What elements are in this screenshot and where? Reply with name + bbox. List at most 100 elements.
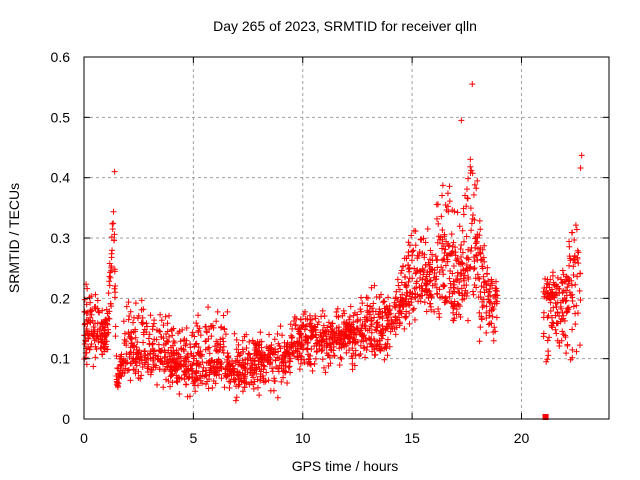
data-point [127,308,134,315]
data-point [448,250,455,257]
data-point [254,384,261,391]
data-point [348,353,355,360]
data-point [169,370,176,377]
data-point [128,360,135,367]
data-point [461,238,468,245]
data-point [463,282,470,289]
y-axis-ticks: 0 0.1 0.2 0.3 0.4 0.5 0.6 [51,49,609,427]
data-point [443,252,450,259]
data-point [478,313,485,320]
data-point [152,352,159,359]
data-point [570,271,577,278]
data-point [456,223,463,230]
data-point [362,354,369,361]
data-point [239,388,246,395]
data-point [358,308,365,315]
data-point [572,321,579,328]
data-point [362,335,369,342]
data-point [140,339,147,346]
data-point [233,336,240,343]
data-point [82,337,89,344]
data-point [208,333,215,340]
data-point [443,207,450,214]
data-point [552,300,559,307]
data-point [367,323,374,330]
data-point [187,350,194,357]
data-point [446,251,453,258]
data-point [191,382,198,389]
data-point [438,264,445,271]
data-point [566,243,573,250]
data-point [95,308,102,315]
data-point [304,345,311,352]
data-point [149,326,156,333]
data-point [383,345,390,352]
data-point [298,334,305,341]
data-point [136,355,143,362]
data-point [563,297,570,304]
data-point [343,319,350,326]
data-point [269,368,276,375]
data-point [114,365,121,372]
data-point [439,227,446,234]
data-point [332,332,339,339]
data-point [341,343,348,350]
data-point [395,282,402,289]
data-point [354,338,361,345]
data-point [249,362,256,369]
data-point [490,293,497,300]
data-point [282,349,289,356]
data-point [324,342,331,349]
data-point [319,307,326,314]
data-point [271,375,278,382]
data-point [480,302,487,309]
data-point [271,336,278,343]
data-point [392,331,399,338]
data-point [157,358,164,365]
data-point [401,281,408,288]
data-point [121,330,128,337]
data-point [385,294,392,301]
data-point [446,198,453,205]
data-point [337,354,344,361]
data-point [457,275,464,282]
data-point [573,226,580,233]
data-point [460,266,467,273]
data-point [155,341,162,348]
data-point [544,289,551,296]
data-point [111,294,118,301]
data-point [162,354,169,361]
data-point [320,364,327,371]
data-point [122,357,129,364]
data-point [132,370,139,377]
data-point [205,304,212,311]
data-point [330,347,337,354]
data-point [547,308,554,315]
data-point [494,298,501,305]
data-point [294,353,301,360]
data-point [338,355,345,362]
data-point [167,383,174,390]
data-point [396,286,403,293]
data-point [263,343,270,350]
data-point [163,358,170,365]
data-point [469,288,476,295]
data-point [305,351,312,358]
data-point [432,280,439,287]
data-point [105,290,112,297]
x-tick-label: 10 [295,430,311,446]
data-point [386,302,393,309]
data-point [562,287,569,294]
data-point [250,340,257,347]
data-point [398,267,405,274]
data-point [376,294,383,301]
data-point [458,271,465,278]
data-point [340,340,347,347]
data-point [252,344,259,351]
data-point [543,295,550,302]
data-point [493,278,500,285]
data-point [460,267,467,274]
data-point [349,366,356,373]
data-point [442,262,449,269]
data-point [141,354,148,361]
